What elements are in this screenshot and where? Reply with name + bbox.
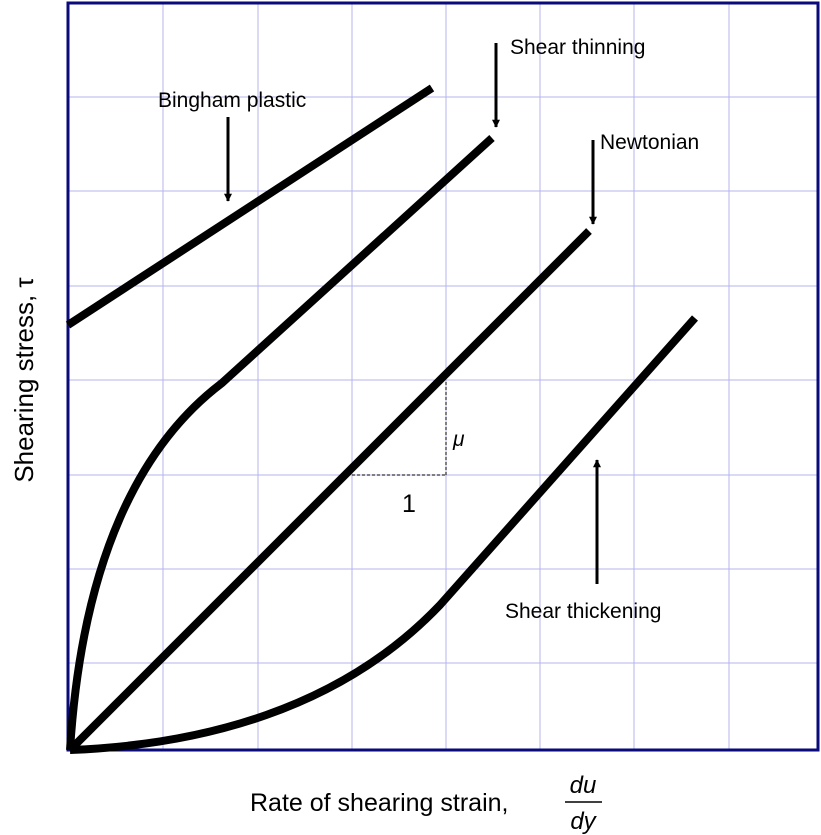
bingham-plastic-label: Bingham plastic	[158, 89, 306, 112]
shear-thinning-curve	[66, 135, 495, 751]
newtonian-label: Newtonian	[600, 131, 699, 154]
plot-frame	[66, 1, 820, 752]
x-axis-label: Rate of shearing strain,	[250, 789, 508, 817]
bingham-plastic-curve	[65, 84, 435, 329]
shear-thinning-label: Shear thinning	[510, 36, 645, 59]
grid-lines	[68, 3, 818, 750]
x-axis-fraction-numerator: du	[570, 772, 597, 799]
slope-run-label: 1	[402, 490, 416, 518]
slope-triangle	[352, 380, 447, 476]
newtonian-curve	[67, 228, 592, 753]
shear-thickening-label: Shear thickening	[505, 600, 661, 623]
y-axis-label: Shearing stress, τ	[9, 277, 39, 483]
x-axis-fraction-denominator: dy	[570, 808, 597, 835]
slope-rise-label: μ	[452, 428, 465, 451]
shear-thickening-curve	[69, 315, 698, 754]
